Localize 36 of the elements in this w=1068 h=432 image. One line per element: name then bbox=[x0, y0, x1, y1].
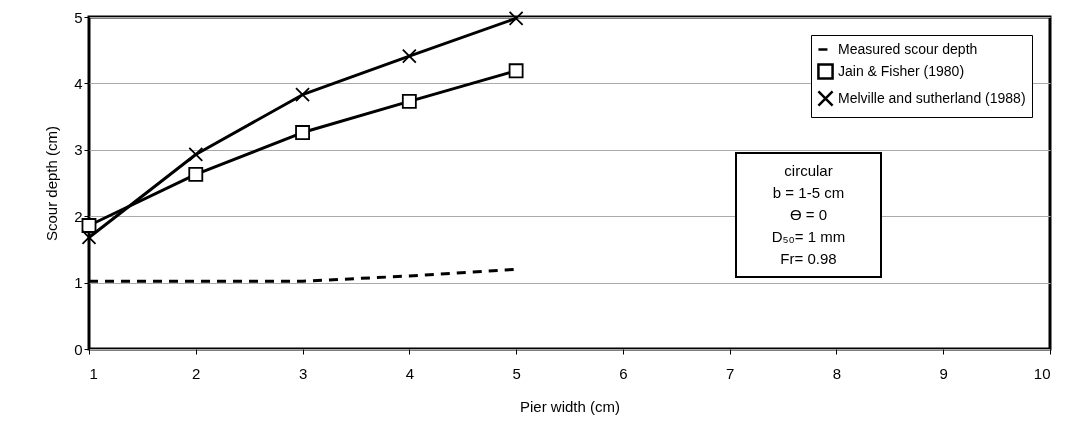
point bbox=[81, 218, 97, 233]
y-tick-label: 4 bbox=[74, 74, 83, 92]
y-axis-title: Scour depth (cm) bbox=[43, 125, 61, 242]
legend-label: Measured scour depth bbox=[838, 40, 978, 57]
x-axis-title: Pier width (cm) bbox=[519, 397, 621, 415]
x-tick-label: 2 bbox=[192, 364, 201, 382]
legend-label: Jain & Fisher (1980) bbox=[838, 62, 965, 79]
point bbox=[508, 63, 524, 79]
x-tick-label: 5 bbox=[512, 364, 521, 382]
y-tick-label: 0 bbox=[74, 340, 83, 358]
point bbox=[401, 48, 417, 64]
annotation: Fr= 0.98 bbox=[779, 249, 838, 269]
annotation: circular bbox=[783, 161, 834, 181]
annotation: D₅₀= 1 mm bbox=[770, 227, 847, 247]
x-tick-label: 4 bbox=[405, 364, 415, 382]
y-tick-label: 2 bbox=[74, 207, 83, 225]
x-tick-label: 1 bbox=[89, 364, 98, 382]
y-tick-label: 1 bbox=[74, 274, 83, 292]
x-tick-label: 9 bbox=[939, 364, 948, 382]
annotation: ϴ = 0 bbox=[788, 205, 829, 225]
x-tick-label: 8 bbox=[832, 364, 842, 382]
y-tick-label: 5 bbox=[74, 8, 83, 26]
x-tick-label: 3 bbox=[298, 364, 308, 382]
point bbox=[295, 87, 310, 103]
x-tick-label: 6 bbox=[619, 364, 628, 382]
point bbox=[401, 93, 417, 109]
point bbox=[188, 147, 204, 162]
x-tick-label: 7 bbox=[725, 364, 735, 382]
annotation: b = 1-5 cm bbox=[771, 183, 846, 203]
point bbox=[188, 166, 204, 182]
x-tick-label: 10 bbox=[1033, 364, 1051, 382]
y-tick-label: 3 bbox=[74, 141, 83, 159]
legend-label: Melville and sutherland (1988) bbox=[838, 89, 1026, 106]
point bbox=[295, 125, 310, 140]
point bbox=[508, 10, 524, 26]
point bbox=[81, 230, 97, 245]
